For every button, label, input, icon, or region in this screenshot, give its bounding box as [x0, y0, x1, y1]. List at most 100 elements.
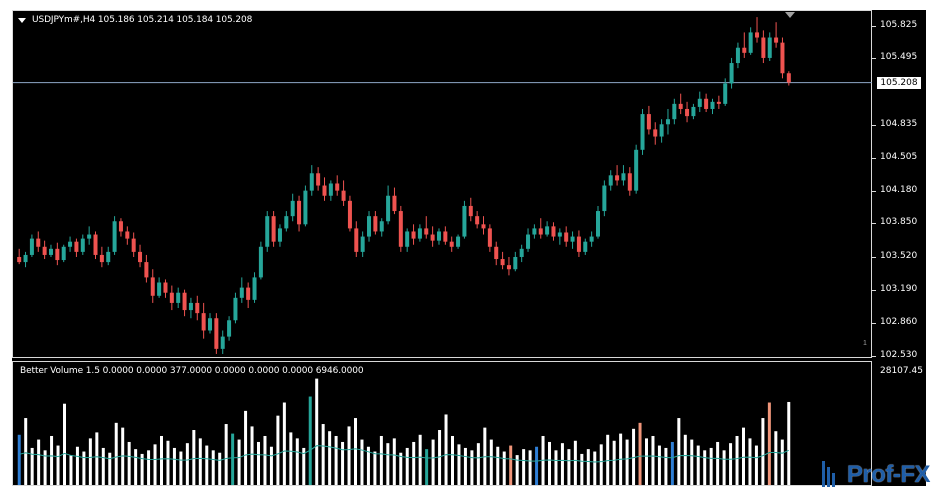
volume-bar [457, 444, 461, 485]
price-axis-tick [872, 125, 876, 126]
volume-bar [522, 449, 526, 485]
volume-bar [134, 449, 138, 485]
candle [526, 228, 531, 252]
candle [627, 167, 632, 196]
candle [576, 230, 581, 257]
candle [252, 272, 257, 303]
candle [494, 241, 499, 266]
candle [220, 330, 225, 354]
candle [665, 108, 670, 135]
price-axis-tick [872, 191, 876, 192]
candle [653, 122, 658, 145]
chart-shift-marker-icon[interactable] [785, 12, 795, 18]
volume-bar [315, 378, 319, 485]
candle [386, 185, 391, 225]
candle [290, 193, 295, 222]
volume-bar [341, 441, 345, 485]
candle [761, 30, 766, 64]
candle [659, 119, 664, 143]
volume-bar [140, 453, 144, 485]
candle [354, 221, 359, 257]
volume-bar [379, 435, 383, 485]
candle [297, 195, 302, 232]
volume-bar [95, 432, 99, 485]
volume-bar [690, 439, 694, 485]
volume-bar [761, 418, 765, 485]
candle [80, 234, 85, 255]
volume-bar [192, 430, 196, 485]
candle [271, 211, 276, 247]
volume-bar [496, 446, 500, 485]
watermark-logo-icon [822, 461, 836, 487]
volume-bar [82, 451, 86, 485]
chart-menu-icon[interactable] [18, 18, 26, 23]
scale-marker-icon: 1 [863, 340, 867, 347]
volume-bar [289, 432, 293, 485]
price-axis-label: 105.495 [880, 52, 918, 62]
candle [233, 292, 238, 324]
volume-bar [625, 439, 629, 485]
price-axis-label: 103.520 [880, 251, 918, 261]
candle [157, 277, 162, 298]
volume-bar [405, 447, 409, 485]
volume-plot-area[interactable] [12, 361, 872, 486]
volume-chart[interactable] [12, 361, 926, 486]
candle [106, 246, 111, 266]
volume-bar [63, 403, 66, 485]
candle [347, 195, 352, 232]
volume-bar [528, 450, 532, 485]
price-axis-tick [872, 223, 876, 224]
candle [570, 231, 575, 249]
volume-bar [172, 447, 176, 485]
volume-bar [573, 440, 577, 485]
candle [519, 244, 524, 263]
candle [99, 246, 104, 268]
volume-bar [373, 451, 377, 485]
candle [379, 218, 384, 237]
price-axis-tick [872, 58, 876, 59]
price-axis-label: 104.180 [880, 185, 918, 195]
volume-bar [722, 450, 726, 485]
price-plot-area[interactable] [12, 10, 872, 358]
candle [195, 295, 200, 321]
volume-bar [451, 435, 454, 485]
volume-bar [160, 435, 163, 485]
candle [621, 165, 626, 186]
volume-bar [664, 447, 668, 485]
volume-bar [645, 438, 648, 485]
volume-bar [257, 441, 260, 485]
price-axis-tick [872, 356, 876, 357]
candle [602, 180, 607, 217]
volume-bar [224, 424, 228, 485]
volume-bar [56, 445, 60, 485]
candle [112, 216, 117, 255]
volume-bar [509, 445, 513, 485]
volume-bar [88, 438, 92, 485]
volume-bar [787, 401, 791, 485]
candle [87, 226, 92, 245]
candle [557, 228, 562, 245]
volume-bar [321, 424, 325, 485]
candle [188, 297, 193, 319]
indicator-title: Better Volume 1.5 0.0000 0.0000 377.0000… [20, 366, 364, 376]
candle [608, 170, 613, 191]
volume-bar [127, 441, 131, 485]
price-chart-panel[interactable]: USDJPYm#,H4 105.186 105.214 105.184 105.… [12, 10, 926, 360]
candle [462, 200, 467, 239]
candle [144, 254, 149, 283]
candle [176, 287, 181, 309]
watermark-logo: Prof-FX [846, 461, 931, 488]
chart-window[interactable]: USDJPYm#,H4 105.186 105.214 105.184 105.… [12, 10, 926, 486]
volume-indicator-panel[interactable]: Better Volume 1.5 0.0000 0.0000 377.0000… [12, 361, 926, 486]
volume-bar [677, 418, 681, 485]
candle [341, 180, 346, 206]
candle [551, 222, 556, 241]
volume-bar [586, 449, 590, 485]
candle [589, 231, 594, 247]
candlestick-chart[interactable] [12, 10, 926, 358]
volume-bar [269, 446, 273, 485]
volume-bar [295, 438, 299, 485]
indicator-axis-max: 28107.45 [880, 366, 923, 376]
volume-bar [431, 439, 435, 485]
volume-bar [774, 431, 778, 485]
